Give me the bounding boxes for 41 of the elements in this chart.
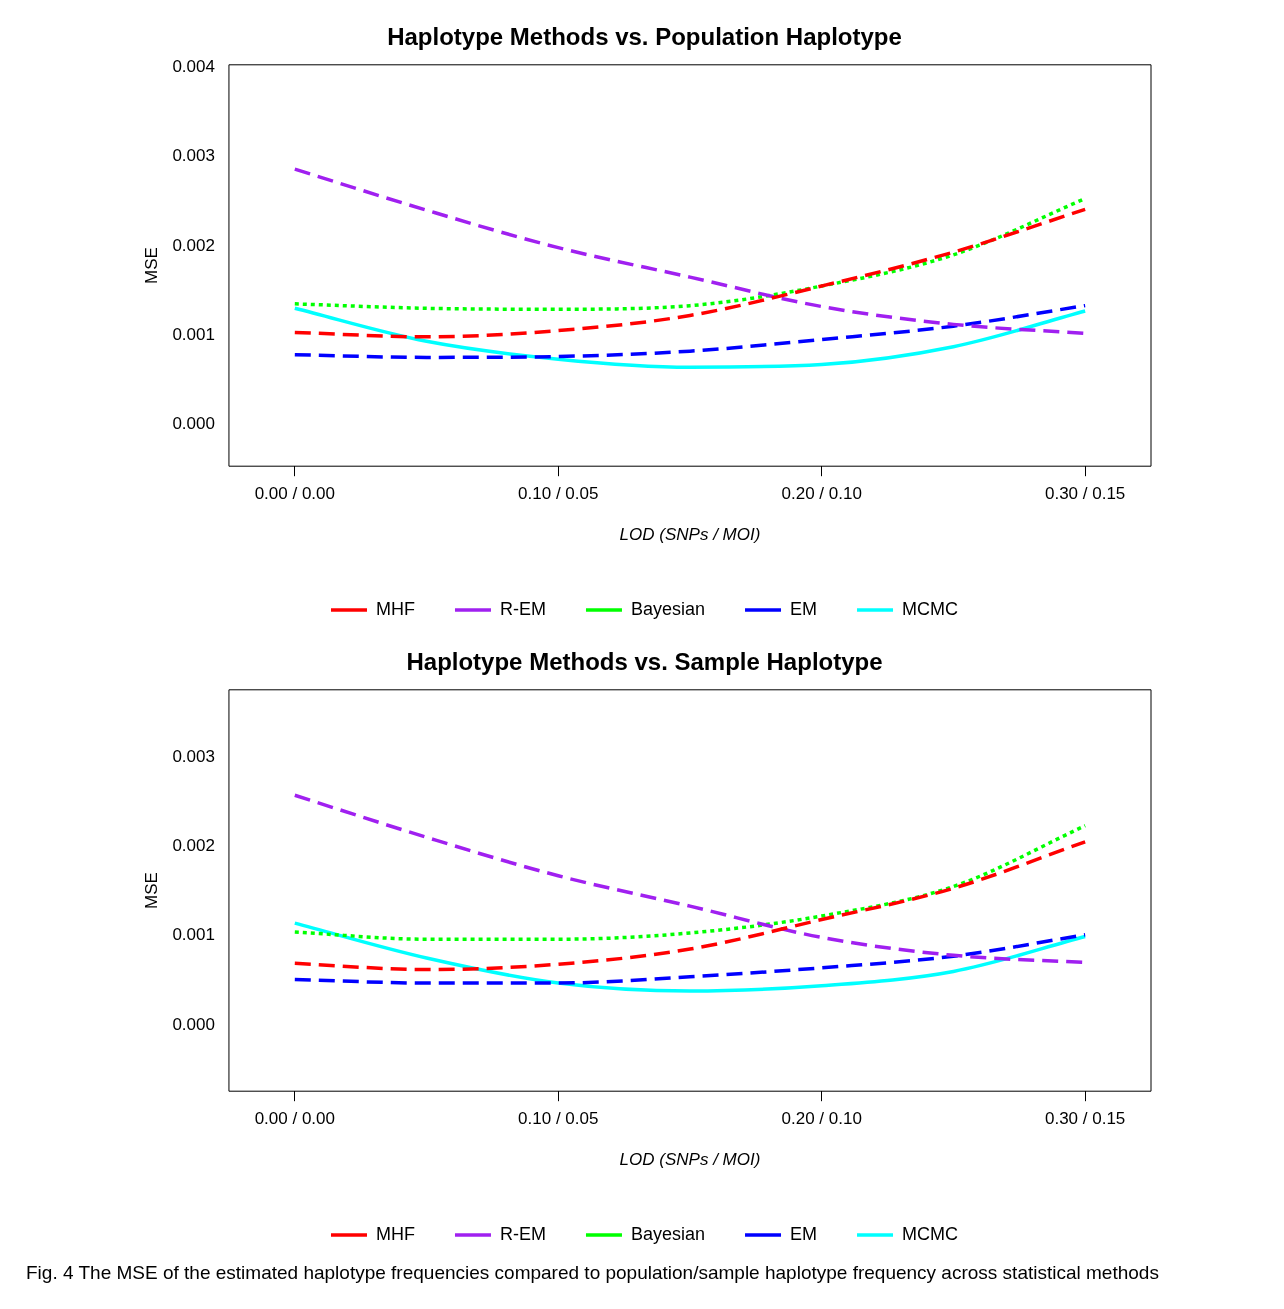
x-tick-label: 0.10 / 0.05: [518, 1109, 599, 1129]
x-tick-label: 0.00 / 0.00: [254, 1109, 335, 1129]
y-tick-label: 0.000: [172, 1014, 215, 1034]
x-tick-label: 0.30 / 0.15: [1044, 484, 1126, 504]
x-axis-title: LOD (SNPs / MOI): [619, 1149, 761, 1169]
y-tick-label: 0.003: [172, 746, 215, 766]
x-tick-label: 0.20 / 0.10: [781, 1109, 862, 1129]
legend-label: MCMC: [902, 598, 959, 619]
x-axis-title: LOD (SNPs / MOI): [619, 524, 761, 544]
legend-label: EM: [790, 598, 818, 619]
legend-label: R-EM: [499, 598, 546, 619]
line-series: [293, 840, 1087, 972]
legend-label: Bayesian: [630, 598, 706, 619]
legend-label: EM: [790, 1223, 818, 1244]
legend-label: MHF: [375, 1223, 415, 1244]
x-tick-label: 0.30 / 0.15: [1044, 1109, 1126, 1129]
line-series: [293, 303, 1087, 360]
caption: Fig. 4 The MSE of the estimated haplotype frequencies compared to population/sample haplotype frequency across statistical methods: [25, 1261, 1160, 1285]
y-tick-label: 0.001: [172, 925, 215, 945]
y-tick-label: 0.000: [172, 413, 215, 433]
line-series: [293, 823, 1087, 941]
y-tick-label: 0.002: [172, 835, 215, 855]
y-axis-title: MSE: [141, 247, 161, 284]
legend-label: Bayesian: [630, 1223, 706, 1244]
chart-title: Haplotype Methods vs. Sample Haplotype: [406, 648, 883, 676]
chart-title: Haplotype Methods vs. Population Haplotype: [387, 23, 902, 51]
y-tick-label: 0.004: [172, 57, 215, 77]
y-tick-label: 0.001: [172, 324, 215, 344]
line-series: [293, 207, 1087, 339]
legend-label: R-EM: [499, 1223, 546, 1244]
line-series: [293, 921, 1087, 993]
legend-label: MCMC: [902, 1223, 959, 1244]
x-tick-label: 0.10 / 0.05: [518, 484, 599, 504]
y-tick-label: 0.002: [172, 235, 215, 255]
y-axis-title: MSE: [141, 872, 161, 909]
line-series: [293, 933, 1087, 985]
y-tick-label: 0.003: [172, 146, 215, 166]
line-series: [293, 306, 1087, 369]
x-tick-label: 0.00 / 0.00: [254, 484, 335, 504]
x-tick-label: 0.20 / 0.10: [781, 484, 862, 504]
legend-label: MHF: [375, 598, 415, 619]
